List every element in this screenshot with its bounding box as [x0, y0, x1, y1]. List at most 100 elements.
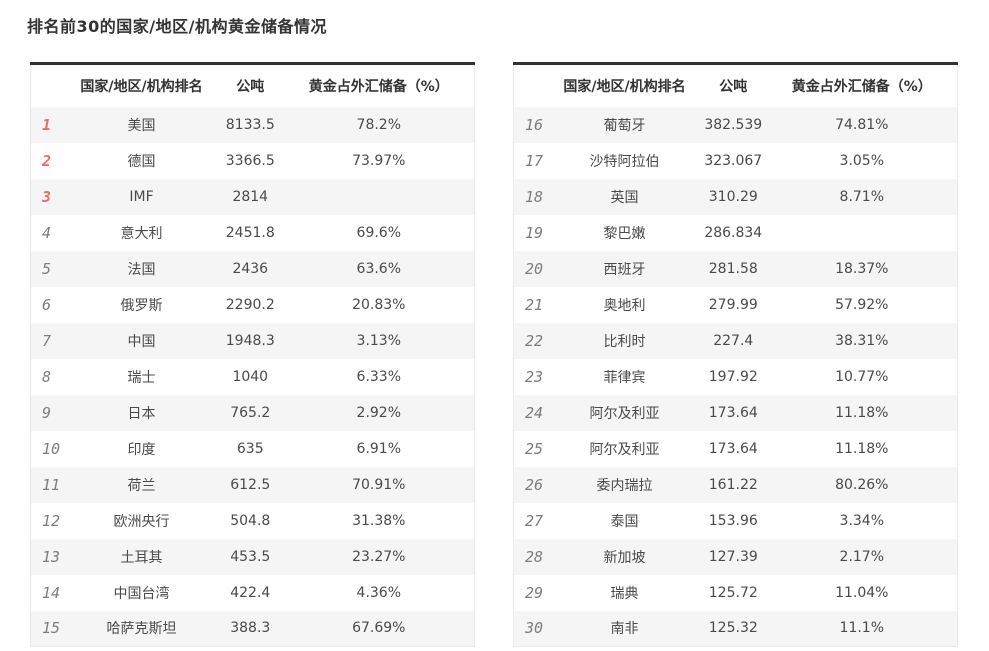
percent-value: 69.6% — [356, 224, 402, 241]
country-name: 印度 — [127, 441, 156, 458]
table-row: 27 泰国 153.96 3.34% — [513, 502, 958, 539]
percent-value: 73.97% — [352, 152, 406, 169]
table-row: 21 奥地利 279.99 57.92% — [513, 286, 958, 323]
page-title: 排名前30的国家/地区/机构黄金储备情况 — [27, 17, 327, 36]
country-name: 英国 — [610, 189, 639, 206]
rank-value: 10 — [42, 439, 61, 458]
tonnes-value: 2290.2 — [225, 296, 275, 313]
table-row: 18 英国 310.29 8.71% — [513, 178, 958, 215]
rank-value: 26 — [525, 475, 544, 494]
table-row: 4 意大利 2451.8 69.6% — [30, 214, 475, 251]
percent-value: 18.37% — [835, 260, 889, 277]
country-name: 南非 — [610, 621, 639, 638]
rank-value: 18 — [525, 187, 544, 206]
table-row: 3 IMF 2814 — [30, 178, 475, 215]
tonnes-value: 227.4 — [713, 332, 754, 349]
table-row: 23 菲律宾 197.92 10.77% — [513, 358, 958, 395]
percent-value: 4.36% — [356, 584, 402, 601]
percent-value: 38.31% — [835, 332, 889, 349]
percent-value — [284, 179, 475, 215]
tonnes-value: 612.5 — [230, 476, 271, 493]
country-name: 美国 — [127, 117, 156, 134]
table-row: 8 瑞士 1040 6.33% — [30, 358, 475, 395]
rank-value: 30 — [525, 619, 544, 638]
table-row: 6 俄罗斯 2290.2 20.83% — [30, 286, 475, 323]
country-name: 瑞典 — [610, 585, 639, 602]
table-body-left: 1 美国 8133.5 78.2% 2 德国 3366.5 73.97% 3 IMF 2814 4 意大… — [30, 106, 475, 647]
country-name: 哈萨克斯坦 — [106, 621, 177, 638]
tonnes-value: 635 — [236, 440, 264, 457]
percent-value: 63.6% — [356, 260, 402, 277]
table-row: 25 阿尔及利亚 173.64 11.18% — [513, 430, 958, 467]
country-name: 俄罗斯 — [120, 297, 163, 314]
rank-value: 24 — [525, 403, 544, 422]
rank-value: 7 — [42, 331, 52, 350]
percent-value: 3.05% — [839, 152, 885, 169]
table-row: 29 瑞典 125.72 11.04% — [513, 574, 958, 611]
table-row: 1 美国 8133.5 78.2% — [30, 106, 475, 143]
country-column-header: 国家/地区/机构排名 — [66, 63, 217, 107]
rank-value: 11 — [42, 475, 61, 494]
percent-value: 20.83% — [352, 296, 406, 313]
percent-column-header: 黄金占外汇储备（%） — [766, 63, 958, 107]
table-row: 20 西班牙 281.58 18.37% — [513, 250, 958, 287]
percent-value: 78.2% — [356, 116, 402, 133]
table-row: 11 荷兰 612.5 70.91% — [30, 466, 475, 503]
tonnes-value: 1948.3 — [225, 332, 275, 349]
rank-value: 28 — [525, 547, 544, 566]
tonnes-value: 286.834 — [704, 224, 763, 241]
country-name: 阿尔及利亚 — [589, 441, 660, 458]
country-name: 日本 — [127, 405, 156, 422]
percent-value: 80.26% — [835, 476, 889, 493]
table-header: 国家/地区/机构排名 公吨 黄金占外汇储备（%） — [30, 63, 475, 107]
rank-value: 5 — [42, 259, 52, 278]
gold-reserves-table-left: 国家/地区/机构排名 公吨 黄金占外汇储备（%） 1 美国 8133.5 78.2% 2… — [30, 62, 475, 647]
percent-value: 67.69% — [352, 620, 406, 637]
table-row: 12 欧洲央行 504.8 31.38% — [30, 502, 475, 539]
country-name: 中国 — [127, 333, 156, 350]
country-name: 意大利 — [120, 225, 163, 242]
table-row: 26 委内瑞拉 161.22 80.26% — [513, 466, 958, 503]
table-row: 10 印度 635 6.91% — [30, 430, 475, 467]
percent-value: 11.18% — [835, 440, 889, 457]
percent-value: 6.91% — [356, 440, 402, 457]
country-name: 沙特阿拉伯 — [589, 153, 660, 170]
rank-value: 21 — [525, 295, 544, 314]
tonnes-value: 504.8 — [230, 512, 271, 529]
country-name: 新加坡 — [603, 549, 646, 566]
tonnes-value: 197.92 — [708, 368, 758, 385]
percent-value: 70.91% — [352, 476, 406, 493]
table-row: 14 中国台湾 422.4 4.36% — [30, 574, 475, 611]
rank-value: 9 — [42, 403, 52, 422]
rank-value: 2 — [42, 151, 52, 170]
country-name: 比利时 — [603, 333, 646, 350]
tonnes-value: 2814 — [232, 188, 269, 205]
country-name: IMF — [129, 188, 154, 205]
table-row: 13 土耳其 453.5 23.27% — [30, 538, 475, 575]
tonnes-value: 422.4 — [230, 584, 271, 601]
rank-value: 27 — [525, 511, 544, 530]
rank-value: 4 — [42, 223, 52, 242]
rank-value: 6 — [42, 295, 52, 314]
country-column-header: 国家/地区/机构排名 — [549, 63, 700, 107]
tonnes-value: 153.96 — [708, 512, 758, 529]
country-name: 中国台湾 — [113, 585, 170, 602]
tonnes-value: 8133.5 — [225, 116, 275, 133]
country-name: 菲律宾 — [603, 369, 646, 386]
rank-column-header — [513, 63, 550, 107]
tonnes-value: 1040 — [232, 368, 269, 385]
rank-value: 13 — [42, 547, 61, 566]
rank-value: 15 — [42, 619, 61, 638]
country-name: 委内瑞拉 — [596, 477, 653, 494]
percent-value: 6.33% — [356, 368, 402, 385]
rank-value: 1 — [42, 115, 52, 134]
tonnes-value: 279.99 — [708, 296, 758, 313]
percent-value: 31.38% — [352, 512, 406, 529]
percent-value: 8.71% — [839, 188, 885, 205]
rank-column-header — [30, 63, 67, 107]
table-row: 16 葡萄牙 382.539 74.81% — [513, 106, 958, 143]
tables-wrap: 国家/地区/机构排名 公吨 黄金占外汇储备（%） 1 美国 8133.5 78.2% 2… — [30, 62, 989, 647]
table-row: 2 德国 3366.5 73.97% — [30, 142, 475, 179]
rank-value: 14 — [42, 583, 61, 602]
tonnes-value: 125.32 — [708, 620, 758, 637]
